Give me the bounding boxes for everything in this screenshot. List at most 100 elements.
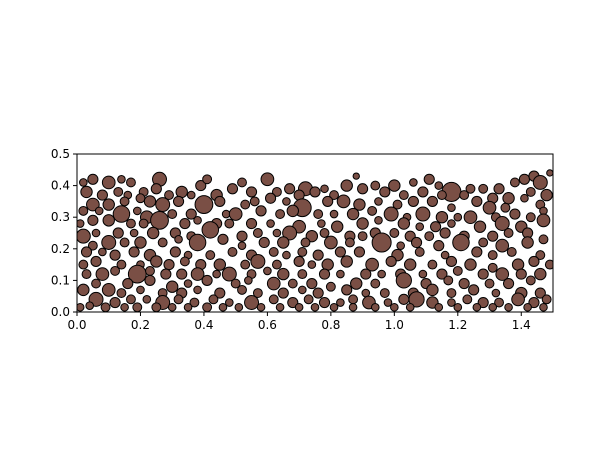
scatter-point [144,274,156,286]
scatter-point [536,213,551,228]
scatter-point [356,217,369,230]
scatter-point [515,268,527,280]
scatter-point [520,193,529,203]
scatter-point [488,302,498,312]
scatter-point [101,283,116,297]
scatter-point [523,302,532,312]
scatter-point [101,235,117,250]
scatter-point [360,268,372,280]
scatter-point [487,250,498,261]
scatter-point [452,265,463,276]
scatter-point [245,217,258,230]
scatter-point [119,196,130,207]
scatter-point [434,181,444,190]
scatter-point [471,195,483,207]
scatter-point [495,267,510,281]
scatter-point [318,268,331,280]
x-axis: 0.0 0.2 0.4 0.6 0.8 1.0 1.2 1.4 [67,312,531,332]
scatter-point [116,288,127,298]
scatter-point [208,294,219,305]
scatter-point [348,294,359,305]
scatter-point [250,253,266,269]
scatter-point [286,204,300,218]
x-tick-label: 0.4 [194,318,213,332]
scatter-point [331,220,344,233]
scatter-point [275,302,285,312]
scatter-point [176,268,188,280]
scatter-point [85,301,95,310]
scatter-point [478,183,489,194]
scatter-point [77,228,91,244]
scatter-point [109,296,121,309]
scatter-point [94,206,104,216]
scatter-point [201,274,213,286]
scatter-point [101,175,116,190]
scatter-point [464,258,477,271]
scatter-point [365,257,379,272]
scatter-point [218,302,228,312]
scatter-point [453,212,463,222]
scatter-point [436,268,448,280]
scatter-point [398,190,409,201]
scatter-point [78,205,89,216]
scatter-point [268,294,279,305]
scatter-point [415,206,431,222]
scatter-point [155,197,171,213]
scatter-point [186,190,196,200]
scatter-point [458,277,470,290]
scatter-point [383,206,399,222]
scatter-point [535,250,546,261]
scatter-point [478,237,489,248]
scatter-point [214,287,226,299]
x-tick-label: 0.8 [321,318,340,332]
scatter-point [190,267,205,281]
scatter-point [390,302,399,312]
scatter-point [127,264,147,284]
scatter-point [100,302,111,312]
scatter-point [264,192,277,204]
scatter-point [174,235,183,244]
scatter-point [379,186,391,198]
scatter-point [172,195,185,207]
scatter-point [525,186,536,197]
scatter-point [357,183,369,195]
scatter-point [528,255,540,268]
scatter-point [426,195,438,207]
scatter-point [521,236,534,249]
scatter-point [202,302,213,312]
scatter-point [303,294,314,305]
scatter-point [447,219,456,228]
scatter-point [525,212,536,223]
y-axis: 0.0 0.1 0.2 0.3 0.4 0.5 [51,147,77,319]
scatter-point [322,195,334,207]
scatter-point [163,259,175,271]
scatter-point [463,210,478,225]
scatter-point [336,269,345,279]
scatter-point [87,214,99,226]
scatter-point [374,216,383,225]
scatter-point [143,195,157,208]
scatter-point [193,216,202,225]
scatter-point [86,197,100,212]
scatter-point [297,247,308,257]
scatter-point [379,288,390,298]
scatter-point [165,280,179,293]
scatter-point [445,255,458,268]
scatter-point [179,256,190,267]
scatter-point [244,295,260,310]
scatter-point [538,234,549,245]
x-tick-label: 1.4 [512,318,531,332]
scatter-point [388,179,401,192]
scatter-point [260,172,275,187]
scatter-point [329,302,339,312]
scatter-point [447,298,456,307]
scatter-point [325,281,336,292]
scatter-point [293,255,305,268]
scatter-point [77,219,85,228]
scatter-point [282,197,291,206]
scatter-point [341,284,353,296]
scatter-point [317,219,326,228]
scatter-point [142,295,152,304]
x-tick-label: 1.0 [385,318,404,332]
scatter-point [392,199,403,210]
